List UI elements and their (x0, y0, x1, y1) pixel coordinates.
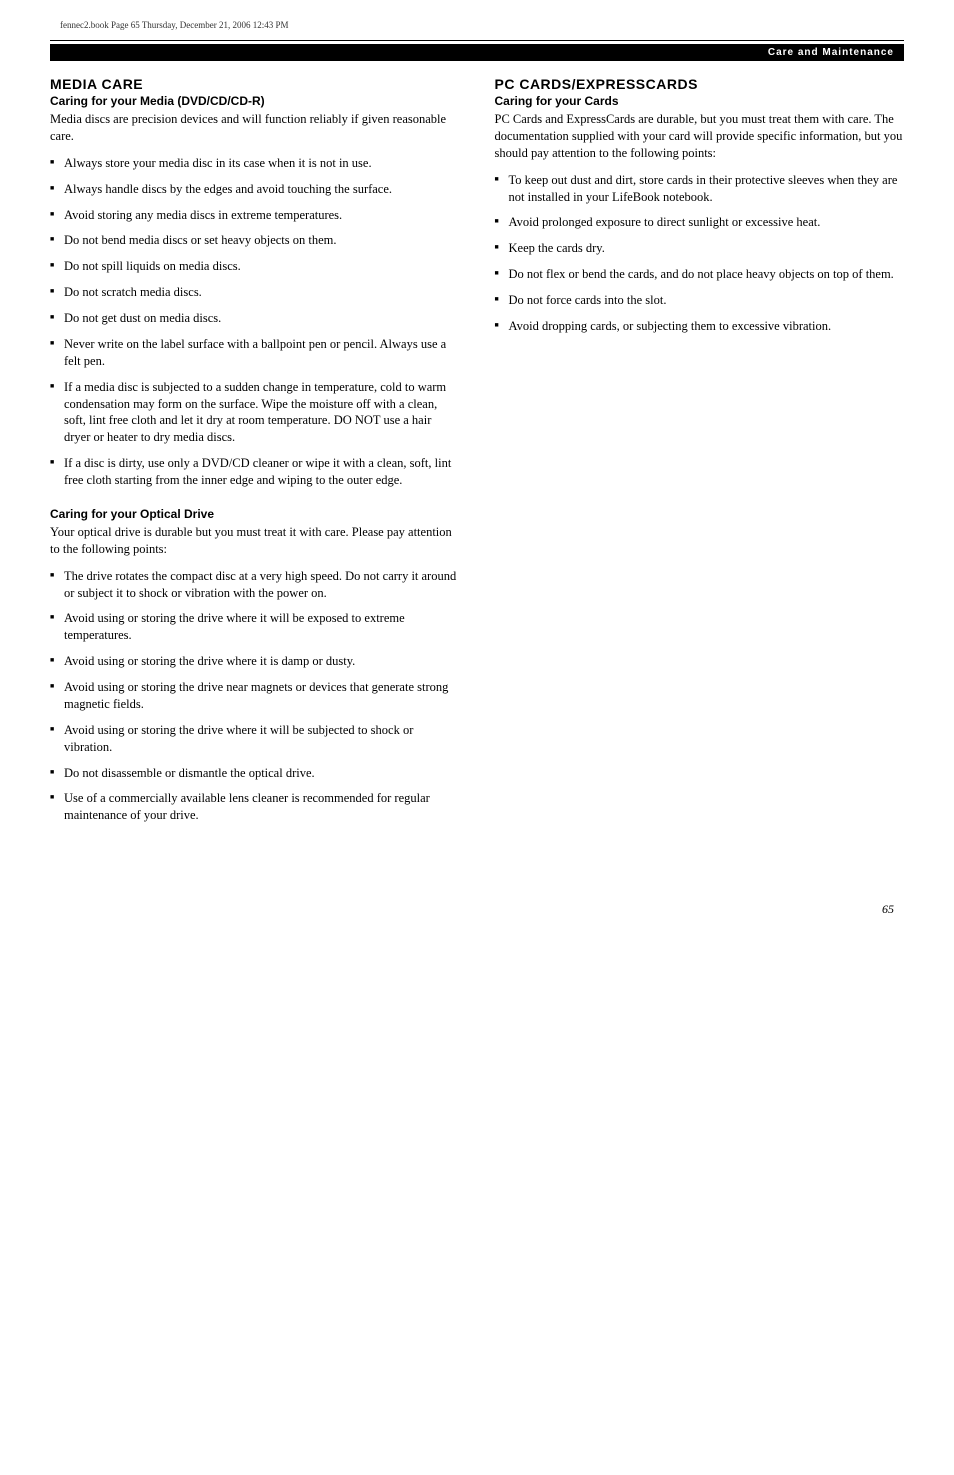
media-care-list: Always store your media disc in its case… (50, 155, 460, 489)
list-item: Do not disassemble or dismantle the opti… (50, 765, 460, 782)
header-divider-line (50, 40, 904, 41)
media-care-section: MEDIA CARE Caring for your Media (DVD/CD… (50, 76, 460, 489)
list-item: Do not bend media discs or set heavy obj… (50, 232, 460, 249)
list-item: Do not force cards into the slot. (495, 292, 905, 309)
optical-drive-intro: Your optical drive is durable but you mu… (50, 524, 460, 558)
list-item: Avoid using or storing the drive where i… (50, 610, 460, 644)
pc-cards-title: PC CARDS/EXPRESSCARDS (495, 76, 905, 92)
pc-cards-subtitle: Caring for your Cards (495, 94, 905, 108)
list-item: Do not flex or bend the cards, and do no… (495, 266, 905, 283)
list-item: Do not scratch media discs. (50, 284, 460, 301)
list-item: Avoid dropping cards, or subjecting them… (495, 318, 905, 335)
media-caring-subtitle: Caring for your Media (DVD/CD/CD-R) (50, 94, 460, 108)
list-item: Always store your media disc in its case… (50, 155, 460, 172)
list-item: Always handle discs by the edges and avo… (50, 181, 460, 198)
list-item: Avoid storing any media discs in extreme… (50, 207, 460, 224)
content-wrapper: MEDIA CARE Caring for your Media (DVD/CD… (50, 76, 904, 842)
list-item: Avoid using or storing the drive where i… (50, 722, 460, 756)
media-intro: Media discs are precision devices and wi… (50, 111, 460, 145)
list-item: If a disc is dirty, use only a DVD/CD cl… (50, 455, 460, 489)
left-column: MEDIA CARE Caring for your Media (DVD/CD… (50, 76, 460, 842)
section-header-bar: Care and Maintenance (50, 44, 904, 61)
list-item: Avoid using or storing the drive near ma… (50, 679, 460, 713)
pc-cards-list: To keep out dust and dirt, store cards i… (495, 172, 905, 335)
list-item: The drive rotates the compact disc at a … (50, 568, 460, 602)
list-item: Use of a commercially available lens cle… (50, 790, 460, 824)
list-item: Avoid prolonged exposure to direct sunli… (495, 214, 905, 231)
optical-drive-list: The drive rotates the compact disc at a … (50, 568, 460, 825)
list-item: Do not get dust on media discs. (50, 310, 460, 327)
pc-cards-section: PC CARDS/EXPRESSCARDS Caring for your Ca… (495, 76, 905, 335)
optical-drive-subtitle: Caring for your Optical Drive (50, 507, 460, 521)
media-care-title: MEDIA CARE (50, 76, 460, 92)
pc-cards-intro: PC Cards and ExpressCards are durable, b… (495, 111, 905, 162)
list-item: Never write on the label surface with a … (50, 336, 460, 370)
page-number: 65 (50, 902, 904, 917)
list-item: Avoid using or storing the drive where i… (50, 653, 460, 670)
optical-drive-section: Caring for your Optical Drive Your optic… (50, 507, 460, 824)
right-column: PC CARDS/EXPRESSCARDS Caring for your Ca… (495, 76, 905, 842)
print-mark: fennec2.book Page 65 Thursday, December … (60, 20, 288, 30)
list-item: To keep out dust and dirt, store cards i… (495, 172, 905, 206)
list-item: If a media disc is subjected to a sudden… (50, 379, 460, 447)
list-item: Keep the cards dry. (495, 240, 905, 257)
list-item: Do not spill liquids on media discs. (50, 258, 460, 275)
